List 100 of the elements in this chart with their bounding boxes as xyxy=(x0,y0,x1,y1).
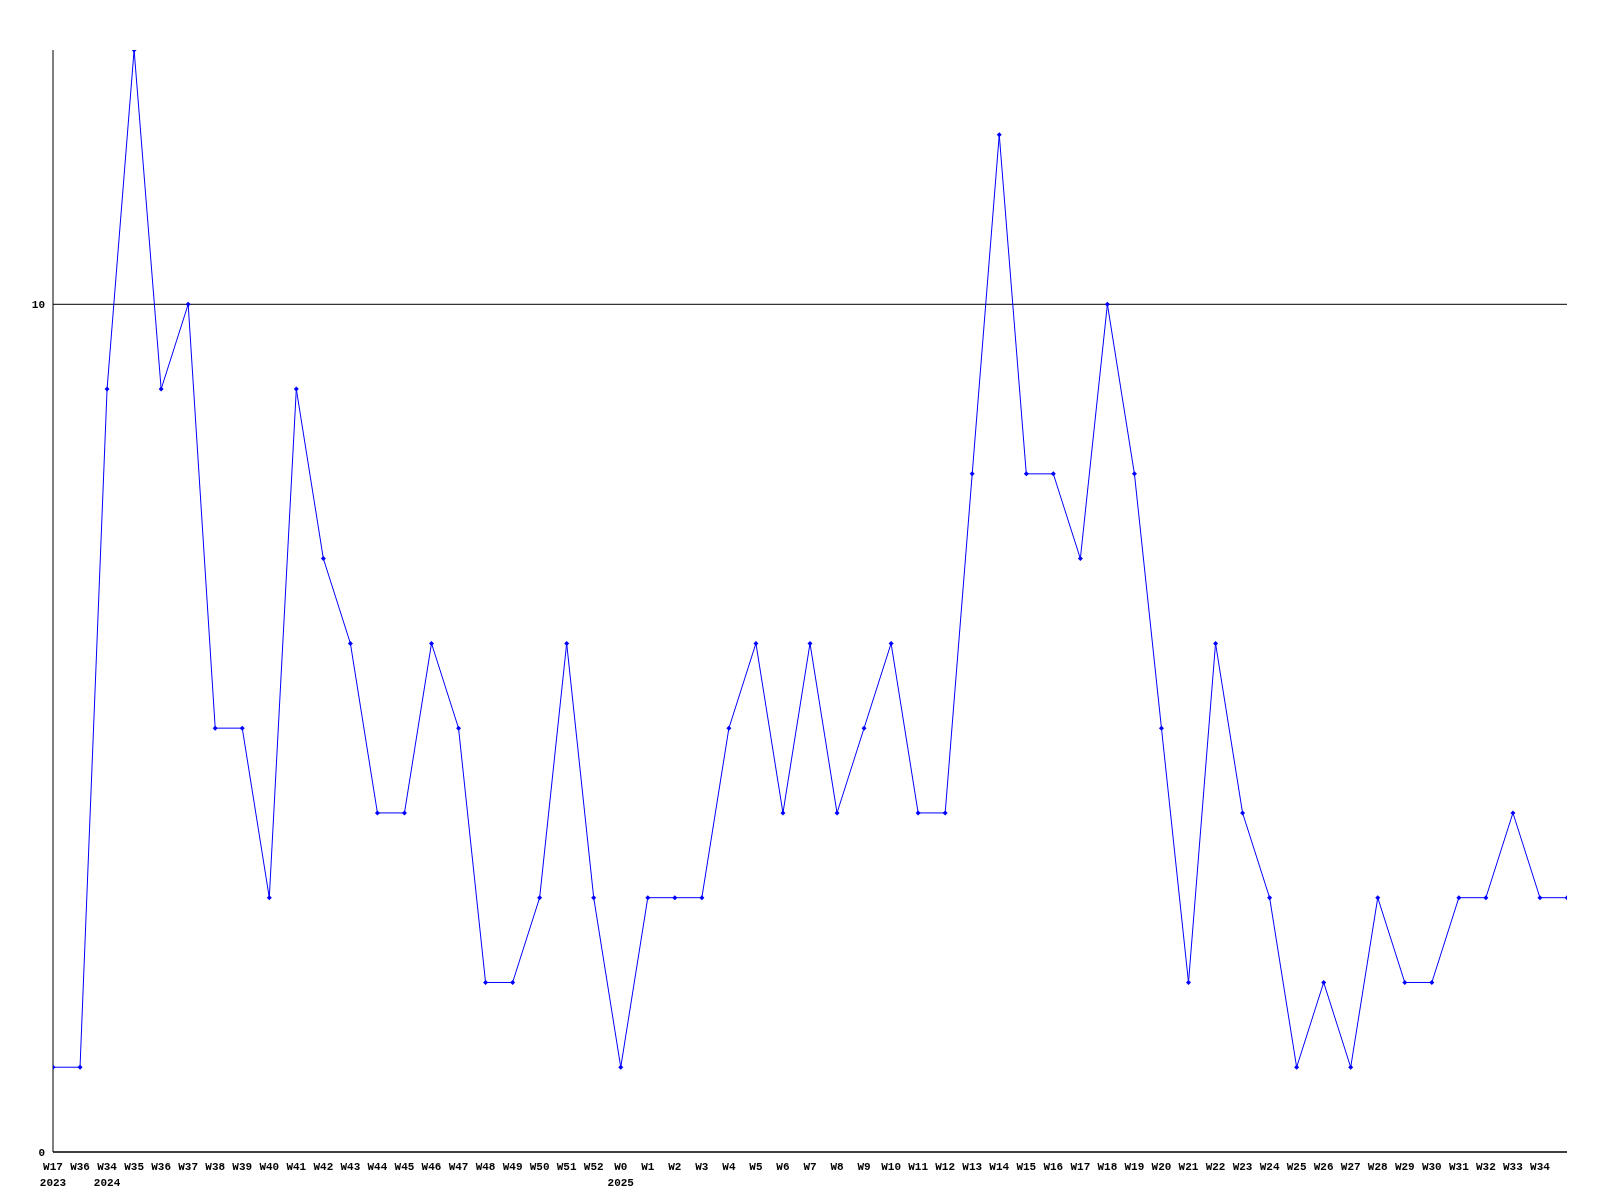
point xyxy=(996,132,1002,138)
x-tick-label: W17 2023 xyxy=(39,1161,67,1189)
point xyxy=(429,640,434,646)
x-tick-label: W52 xyxy=(583,1161,604,1173)
point xyxy=(1375,895,1381,901)
point xyxy=(915,810,921,816)
point xyxy=(1213,640,1219,646)
point xyxy=(1104,301,1110,307)
x-tick-label: W43 xyxy=(340,1161,361,1173)
x-tick-label: W2 xyxy=(668,1161,682,1173)
point xyxy=(456,725,462,731)
x-tick-label: W36 xyxy=(70,1161,90,1173)
y-tick-label: 10 xyxy=(31,299,45,312)
line-series xyxy=(53,50,1567,1070)
x-tick-label: W4 xyxy=(722,1161,736,1173)
point xyxy=(969,471,975,477)
point xyxy=(77,1064,83,1070)
x-tick-label: W24 xyxy=(1259,1161,1280,1173)
point xyxy=(645,895,651,901)
point xyxy=(401,810,407,816)
x-tick-label: W50 xyxy=(529,1161,550,1173)
x-tick-label: W7 xyxy=(803,1161,817,1173)
point xyxy=(726,725,732,731)
point xyxy=(320,556,326,562)
point xyxy=(834,810,840,816)
x-tick-label: W39 xyxy=(232,1161,253,1173)
x-tick-label: W16 xyxy=(1043,1161,1064,1173)
x-tick-label: W14 xyxy=(989,1161,1010,1173)
x-tick-label: W6 xyxy=(776,1161,790,1173)
point xyxy=(780,810,786,816)
x-tick-label: W21 xyxy=(1178,1161,1199,1173)
point xyxy=(374,810,380,816)
x-tick-label: W1 xyxy=(641,1161,655,1173)
x-tick-label: W37 xyxy=(178,1161,199,1173)
point xyxy=(1456,895,1462,901)
point xyxy=(212,725,218,731)
x-tick-label: W36 xyxy=(151,1161,172,1173)
x-tick-label: W26 xyxy=(1313,1161,1334,1173)
point xyxy=(699,895,705,901)
x-tick-label: W25 xyxy=(1286,1161,1307,1173)
point xyxy=(618,1064,624,1070)
point xyxy=(104,386,110,392)
point xyxy=(1348,1064,1354,1070)
point xyxy=(807,640,813,646)
point xyxy=(158,386,164,392)
point xyxy=(347,640,353,646)
point xyxy=(537,895,543,901)
point xyxy=(861,725,867,731)
point xyxy=(753,640,759,646)
x-tick-label: W9 xyxy=(857,1161,871,1173)
point xyxy=(564,640,570,646)
point xyxy=(1321,979,1327,985)
x-tick-label: W33 xyxy=(1503,1161,1524,1173)
point xyxy=(1294,1064,1300,1070)
x-tick-label: W30 xyxy=(1421,1161,1442,1173)
x-tick-label: W38 xyxy=(205,1161,226,1173)
point xyxy=(266,895,272,901)
x-tick-label: W11 xyxy=(908,1161,929,1173)
point xyxy=(1537,895,1543,901)
point xyxy=(1158,725,1164,731)
point xyxy=(293,386,299,392)
x-tick-label: W0 2025 xyxy=(607,1161,635,1189)
x-tick-label: W34 xyxy=(1530,1161,1551,1173)
point xyxy=(591,895,597,901)
point xyxy=(1023,471,1029,477)
x-tick-label: W18 xyxy=(1097,1161,1118,1173)
x-tick-label: W46 xyxy=(421,1161,442,1173)
point xyxy=(1402,979,1408,985)
point xyxy=(942,810,948,816)
x-tick-label: W34 2024 xyxy=(93,1161,121,1189)
point xyxy=(1240,810,1246,816)
point xyxy=(888,640,894,646)
point xyxy=(1186,979,1191,985)
point xyxy=(1131,471,1137,477)
point xyxy=(1050,471,1056,477)
point xyxy=(1267,895,1273,901)
x-tick-label: W13 xyxy=(962,1161,983,1173)
x-tick-label: W27 xyxy=(1340,1161,1361,1173)
point xyxy=(483,979,489,985)
x-tick-label: W23 xyxy=(1232,1161,1253,1173)
point xyxy=(1429,979,1435,985)
x-tick-label: W35 xyxy=(124,1161,145,1173)
x-tick-label: W48 xyxy=(475,1161,496,1173)
y-tick-label: 0 xyxy=(38,1146,45,1159)
x-tick-label: W17 xyxy=(1070,1161,1091,1173)
x-tick-label: W22 xyxy=(1205,1161,1226,1173)
point xyxy=(239,725,245,731)
point xyxy=(185,301,191,307)
x-tick-label: W12 xyxy=(935,1161,956,1173)
point xyxy=(1077,556,1083,562)
x-tick-label: W8 xyxy=(830,1161,845,1173)
x-tick-label: W31 xyxy=(1448,1161,1470,1173)
point xyxy=(510,979,516,985)
x-tick-label: W20 xyxy=(1151,1161,1172,1173)
x-tick-label: W41 xyxy=(286,1161,307,1173)
x-tick-label: W47 xyxy=(448,1161,469,1173)
point xyxy=(1483,895,1489,901)
x-tick-label: W42 xyxy=(313,1161,334,1173)
x-tick-label: W5 xyxy=(749,1161,763,1173)
x-tick-label: W19 xyxy=(1124,1161,1145,1173)
